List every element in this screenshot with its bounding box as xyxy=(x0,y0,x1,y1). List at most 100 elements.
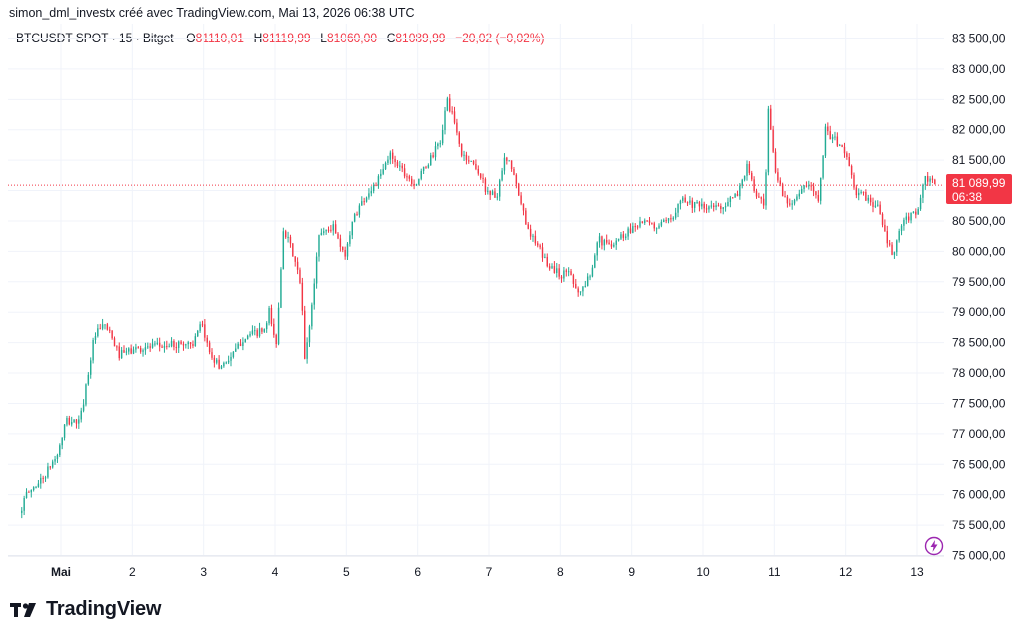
candle-body xyxy=(522,203,525,211)
candle xyxy=(926,171,929,187)
candlestick-chart[interactable]: 83 500,00 83 000,00 82 500,00 82 000,00 81 5… xyxy=(0,0,1024,600)
candle xyxy=(123,345,125,354)
candle xyxy=(903,217,905,231)
candle xyxy=(344,246,346,260)
candle xyxy=(489,190,491,200)
candle-body xyxy=(824,126,827,156)
candle-body xyxy=(434,146,437,158)
candle xyxy=(563,266,565,282)
candle-body xyxy=(720,205,722,210)
x-tick-label: 9 xyxy=(628,565,635,579)
candle xyxy=(677,203,679,218)
candle xyxy=(287,231,289,243)
candle-body xyxy=(56,455,59,459)
candle xyxy=(147,342,149,349)
candle-body xyxy=(879,204,881,215)
candle-body xyxy=(406,176,408,178)
candle xyxy=(846,151,848,160)
candle xyxy=(751,170,753,182)
candle-body xyxy=(353,214,356,222)
candle-body xyxy=(539,245,541,248)
candle xyxy=(753,176,755,193)
candle-body xyxy=(201,324,204,326)
candle xyxy=(772,125,774,154)
candle xyxy=(898,228,900,243)
candle-body xyxy=(51,461,54,468)
candle-body xyxy=(898,231,900,241)
candle xyxy=(617,238,620,242)
candle xyxy=(808,180,810,190)
candle-body xyxy=(175,347,178,349)
candle xyxy=(422,166,425,175)
candle xyxy=(786,194,789,208)
y-tick-label: 78 500,00 xyxy=(952,336,1006,350)
candle-body xyxy=(494,191,496,198)
candle xyxy=(601,235,603,250)
candle-body xyxy=(149,346,151,348)
candle-body xyxy=(242,342,244,347)
candle-body xyxy=(82,404,85,411)
candle xyxy=(301,277,304,316)
candle-body xyxy=(151,343,154,348)
candle xyxy=(708,205,710,213)
candle-body xyxy=(648,220,651,223)
candle-body xyxy=(363,201,365,203)
candle-body xyxy=(313,283,315,305)
y-tick-label: 79 500,00 xyxy=(952,275,1006,289)
candle xyxy=(850,164,853,179)
candle-body xyxy=(118,346,120,359)
candle xyxy=(862,191,865,196)
candle-body xyxy=(884,224,886,232)
candle xyxy=(729,195,732,208)
candle-body xyxy=(667,218,670,221)
candle-body xyxy=(465,154,468,161)
candle-body xyxy=(677,204,679,213)
candle xyxy=(251,325,254,336)
candle-body xyxy=(254,330,256,332)
candle xyxy=(61,437,63,450)
tradingview-logo[interactable]: TradingView xyxy=(10,598,161,621)
candle xyxy=(877,200,879,207)
candle-body xyxy=(529,228,532,237)
candle-body xyxy=(289,236,292,244)
candle-body xyxy=(819,177,822,201)
candle-body xyxy=(674,212,677,218)
candle xyxy=(736,190,739,197)
candle xyxy=(734,192,736,198)
candle xyxy=(230,352,232,367)
candle xyxy=(427,163,430,169)
candle xyxy=(527,222,529,230)
candle xyxy=(128,347,130,355)
candle-body xyxy=(32,487,35,491)
candle-body xyxy=(682,197,684,201)
candle xyxy=(470,160,472,162)
candle-body xyxy=(185,344,187,346)
lightning-icon[interactable] xyxy=(924,536,944,556)
candle xyxy=(487,186,489,195)
candle-body xyxy=(520,195,522,204)
candle-body xyxy=(216,359,218,363)
candle-body xyxy=(510,160,513,170)
candle-body xyxy=(325,229,327,232)
candle-body xyxy=(644,220,646,223)
candle xyxy=(418,178,420,186)
candle-body xyxy=(651,222,653,224)
x-tick-label: 8 xyxy=(557,565,564,579)
candle xyxy=(839,143,841,147)
candle-body xyxy=(463,154,465,156)
candle xyxy=(342,246,344,253)
candle xyxy=(698,200,701,212)
candle xyxy=(441,124,444,146)
candle-body xyxy=(418,178,420,185)
candle-body xyxy=(546,256,548,267)
candle-body xyxy=(672,217,674,220)
last-price-badge: 81 089,99 06:38 xyxy=(946,174,1012,204)
candle-body xyxy=(311,304,313,327)
candle xyxy=(375,182,377,187)
candle xyxy=(475,159,477,171)
candle xyxy=(798,189,801,200)
y-tick-label: 79 000,00 xyxy=(952,305,1006,319)
candle-body xyxy=(758,196,760,198)
candle xyxy=(831,134,834,144)
candle-body xyxy=(689,200,691,203)
